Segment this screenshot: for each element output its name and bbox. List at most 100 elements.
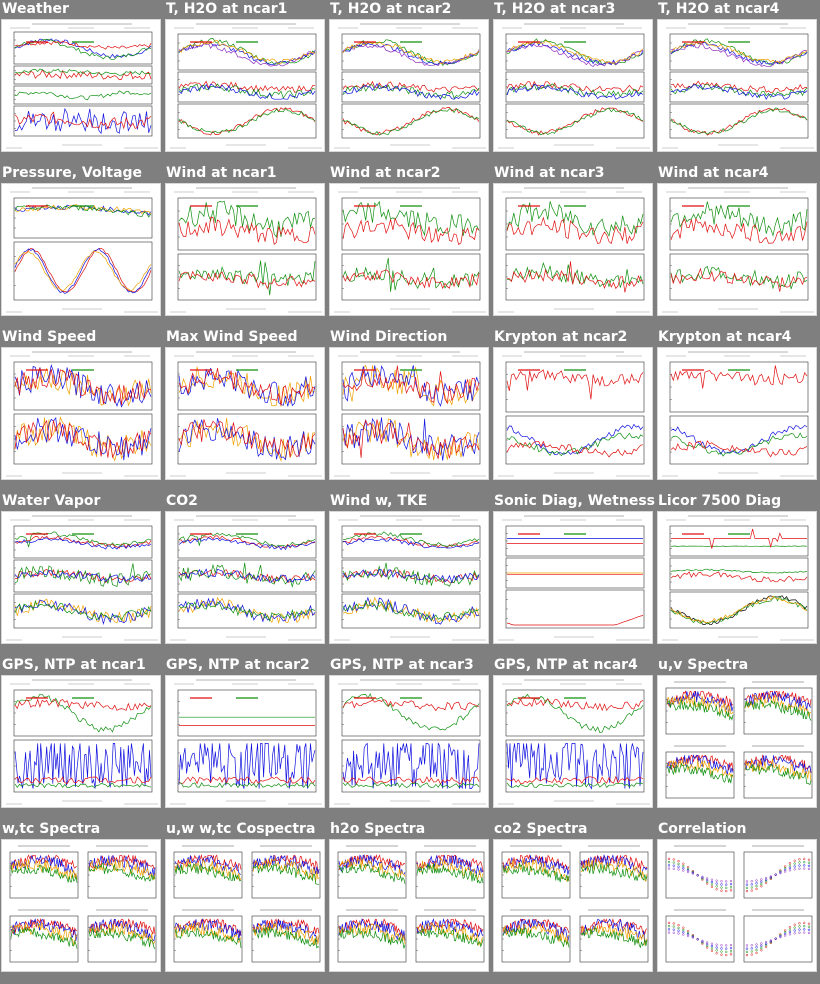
plot-tile-title[interactable]: CO2 — [166, 493, 198, 509]
plot-tile-sonic-diag-wetness[interactable]: Sonic Diag, Wetness — [492, 492, 655, 652]
plot-tile-title[interactable]: w,tc Spectra — [2, 821, 101, 837]
plot-tile-wind-direction[interactable]: Wind Direction — [328, 328, 490, 488]
plot-tile-u-w-w-tc-cospectra[interactable]: u,w w,tc Cospectra — [164, 820, 326, 980]
plot-thumbnail[interactable] — [1, 19, 161, 152]
plot-tile-w-tc-spectra[interactable]: w,tc Spectra — [0, 820, 162, 980]
plot-tile-wind-at-ncar3[interactable]: Wind at ncar3 — [492, 164, 654, 324]
plot-tile-gps-ntp-at-ncar4[interactable]: GPS, NTP at ncar4 — [492, 656, 654, 816]
plot-tile-title[interactable]: Wind at ncar1 — [166, 165, 277, 181]
plot-thumbnail[interactable] — [165, 347, 325, 480]
series-line — [174, 917, 242, 941]
plot-thumbnail[interactable] — [493, 19, 653, 152]
plot-tile-t-h2o-at-ncar4[interactable]: T, H2O at ncar4 — [656, 0, 818, 160]
plot-thumbnail[interactable] — [493, 839, 653, 972]
plot-tile-title[interactable]: u,v Spectra — [658, 657, 749, 673]
plot-tile-title[interactable]: T, H2O at ncar3 — [494, 1, 616, 17]
plot-tile-title[interactable]: Wind at ncar3 — [494, 165, 605, 181]
plot-thumbnail[interactable] — [657, 839, 817, 972]
plot-tile-h2o-spectra[interactable]: h2o Spectra — [328, 820, 490, 980]
plot-thumbnail[interactable] — [657, 347, 817, 480]
plot-thumbnail-image — [337, 845, 485, 963]
plot-thumbnail[interactable] — [165, 183, 325, 316]
plot-tile-title[interactable]: Correlation — [658, 821, 747, 837]
plot-tile-water-vapor[interactable]: Water Vapor — [0, 492, 162, 652]
plot-thumbnail[interactable] — [329, 511, 489, 644]
plot-tile-title[interactable]: T, H2O at ncar2 — [330, 1, 452, 17]
data-point — [760, 880, 763, 883]
plot-thumbnail[interactable] — [329, 675, 489, 808]
plot-tile-title[interactable]: Water Vapor — [2, 493, 101, 509]
plot-tile-title[interactable]: Wind at ncar2 — [330, 165, 441, 181]
plot-thumbnail[interactable] — [1, 675, 161, 808]
plot-tile-title[interactable]: Krypton at ncar2 — [494, 329, 628, 345]
data-point — [729, 889, 733, 892]
plot-thumbnail[interactable] — [1, 511, 161, 644]
plot-thumbnail[interactable] — [165, 839, 325, 972]
plot-thumbnail-image — [170, 679, 322, 805]
plot-thumbnail[interactable] — [493, 511, 653, 644]
plot-thumbnail[interactable] — [1, 183, 161, 316]
plot-tile-title[interactable]: Weather — [2, 1, 69, 17]
plot-thumbnail[interactable] — [657, 183, 817, 316]
plot-tile-t-h2o-at-ncar2[interactable]: T, H2O at ncar2 — [328, 0, 490, 160]
plot-thumbnail[interactable] — [493, 347, 653, 480]
plot-tile-title[interactable]: GPS, NTP at ncar2 — [166, 657, 310, 673]
plot-tile-title[interactable]: Krypton at ncar4 — [658, 329, 792, 345]
series-line — [14, 568, 152, 584]
plot-tile-title[interactable]: GPS, NTP at ncar1 — [2, 657, 146, 673]
plot-thumbnail[interactable] — [1, 839, 161, 972]
plot-tile-title[interactable]: Licor 7500 Diag — [658, 493, 782, 509]
plot-thumbnail[interactable] — [329, 19, 489, 152]
plot-tile-wind-w-tke[interactable]: Wind w, TKE — [328, 492, 490, 652]
plot-tile-title[interactable]: h2o Spectra — [330, 821, 426, 837]
plot-tile-title[interactable]: GPS, NTP at ncar3 — [330, 657, 474, 673]
plot-tile-title[interactable]: GPS, NTP at ncar4 — [494, 657, 638, 673]
plot-tile-title[interactable]: Pressure, Voltage — [2, 165, 143, 181]
plot-tile-co2-spectra[interactable]: co2 Spectra — [492, 820, 654, 980]
plot-thumbnail[interactable] — [657, 511, 817, 644]
plot-tile-title[interactable]: T, H2O at ncar1 — [166, 1, 288, 17]
plot-thumbnail[interactable] — [657, 675, 817, 808]
plot-tile-gps-ntp-at-ncar2[interactable]: GPS, NTP at ncar2 — [164, 656, 326, 816]
plot-tile-licor-7500-diag[interactable]: Licor 7500 Diag — [656, 492, 818, 652]
plot-tile-title[interactable]: co2 Spectra — [494, 821, 588, 837]
plot-tile-wind-at-ncar1[interactable]: Wind at ncar1 — [164, 164, 326, 324]
plot-tile-t-h2o-at-ncar1[interactable]: T, H2O at ncar1 — [164, 0, 326, 160]
plot-tile-u-v-spectra[interactable]: u,v Spectra — [656, 656, 818, 816]
plot-thumbnail[interactable] — [493, 675, 653, 808]
plot-thumbnail-image — [665, 845, 813, 963]
plot-thumbnail[interactable] — [329, 183, 489, 316]
plot-tile-krypton-at-ncar2[interactable]: Krypton at ncar2 — [492, 328, 654, 488]
plot-tile-gps-ntp-at-ncar1[interactable]: GPS, NTP at ncar1 — [0, 656, 162, 816]
plot-tile-title[interactable]: Sonic Diag, Wetness — [494, 493, 655, 509]
plot-tile-title[interactable]: Wind w, TKE — [330, 493, 428, 509]
plot-tile-title[interactable]: Wind Direction — [330, 329, 448, 345]
plot-tile-weather[interactable]: Weather — [0, 0, 162, 160]
plot-tile-pressure-voltage[interactable]: Pressure, Voltage — [0, 164, 162, 324]
plot-tile-gps-ntp-at-ncar3[interactable]: GPS, NTP at ncar3 — [328, 656, 490, 816]
plot-thumbnail[interactable] — [165, 675, 325, 808]
plot-thumbnail[interactable] — [657, 19, 817, 152]
plot-tile-krypton-at-ncar4[interactable]: Krypton at ncar4 — [656, 328, 818, 488]
plot-tile-correlation[interactable]: Correlation — [656, 820, 818, 980]
series-line — [342, 596, 480, 623]
plot-tile-title[interactable]: u,w w,tc Cospectra — [166, 821, 316, 837]
plot-thumbnail[interactable] — [1, 347, 161, 480]
plot-tile-title[interactable]: Max Wind Speed — [166, 329, 298, 345]
plot-thumbnail[interactable] — [165, 511, 325, 644]
plot-thumbnail[interactable] — [329, 347, 489, 480]
data-point — [755, 884, 758, 888]
plot-thumbnail[interactable] — [329, 839, 489, 972]
data-point — [691, 869, 694, 873]
plot-tile-co2[interactable]: CO2 — [164, 492, 326, 652]
plot-tile-max-wind-speed[interactable]: Max Wind Speed — [164, 328, 326, 488]
plot-tile-title[interactable]: T, H2O at ncar4 — [658, 1, 780, 17]
plot-thumbnail[interactable] — [165, 19, 325, 152]
plot-tile-wind-at-ncar2[interactable]: Wind at ncar2 — [328, 164, 490, 324]
plot-tile-wind-at-ncar4[interactable]: Wind at ncar4 — [656, 164, 818, 324]
plot-tile-t-h2o-at-ncar3[interactable]: T, H2O at ncar3 — [492, 0, 654, 160]
plot-tile-title[interactable]: Wind at ncar4 — [658, 165, 769, 181]
plot-tile-title[interactable]: Wind Speed — [2, 329, 97, 345]
plot-thumbnail[interactable] — [493, 183, 653, 316]
plot-tile-wind-speed[interactable]: Wind Speed — [0, 328, 162, 488]
